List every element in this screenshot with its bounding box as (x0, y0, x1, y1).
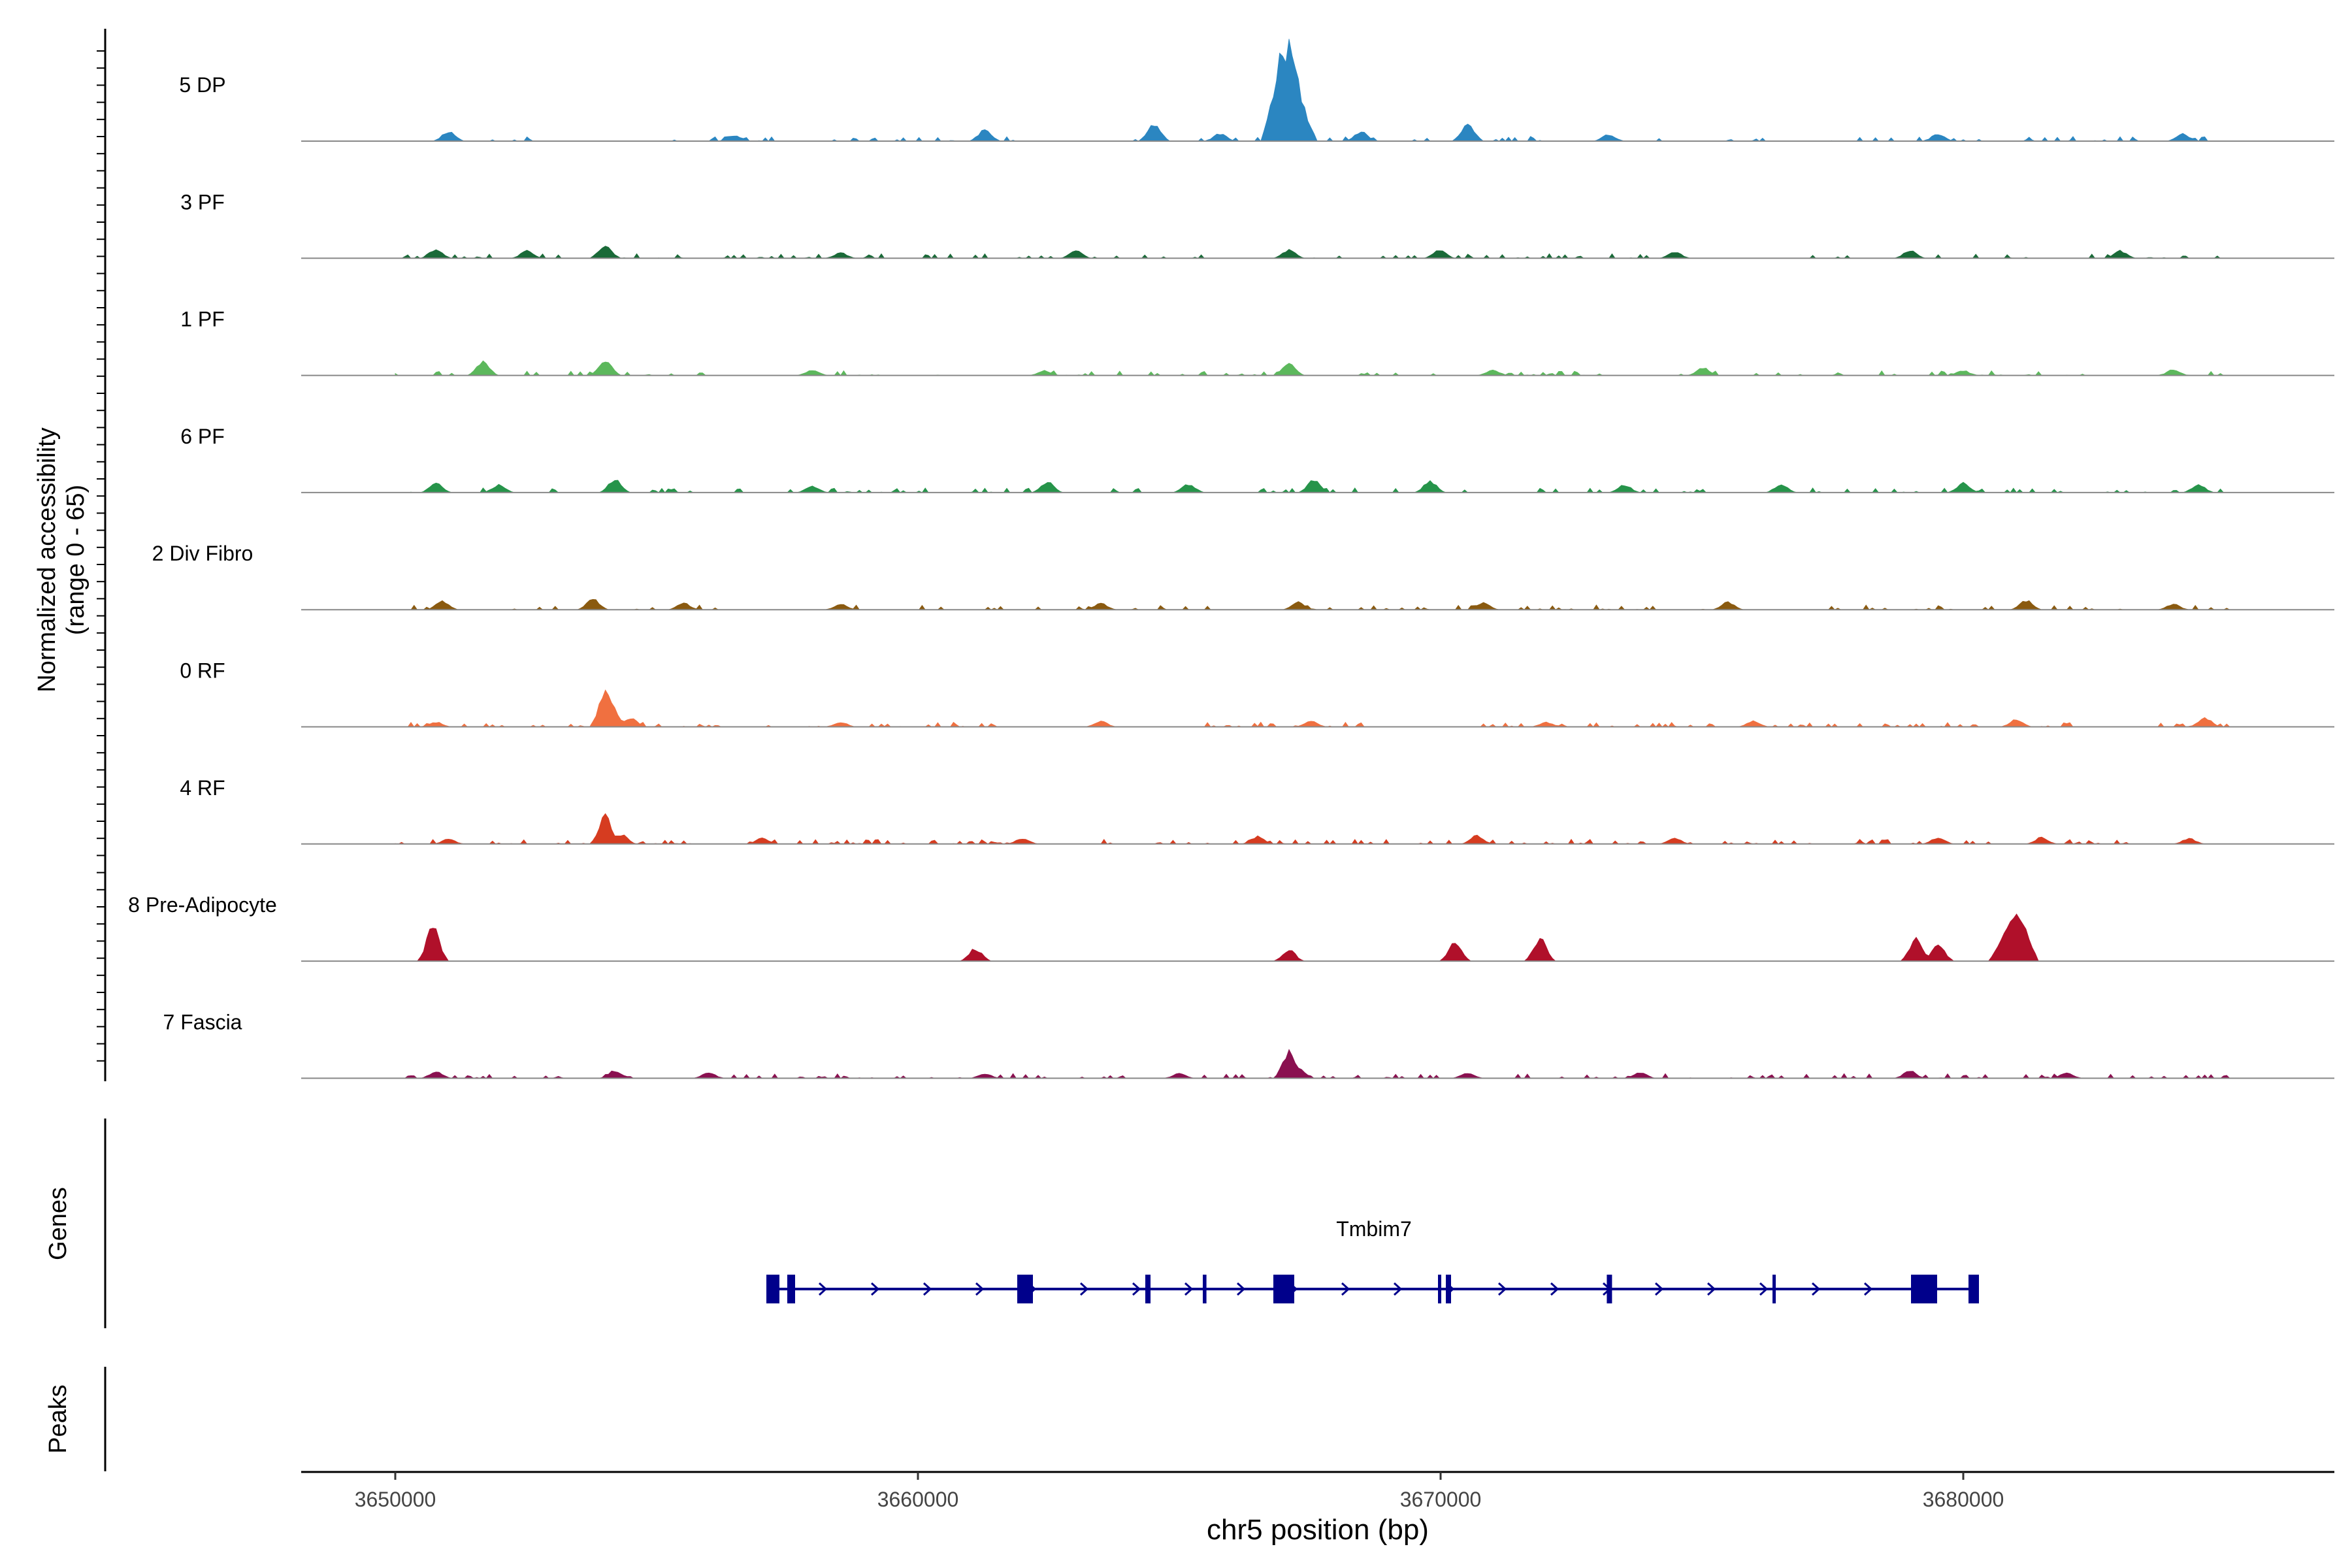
exon (1607, 1275, 1612, 1303)
strand-arrow (1079, 1282, 1089, 1296)
exon (787, 1275, 795, 1303)
strand-arrow (975, 1282, 985, 1296)
coverage-area (395, 246, 2233, 259)
coverage-area (395, 598, 2233, 610)
peaks-panel-label: Peaks (44, 1384, 72, 1454)
genes-panel-label: Genes (44, 1187, 72, 1260)
coverage-y-ticks (97, 50, 105, 1062)
track-6: 4 RF (180, 776, 2334, 845)
coverage-area (395, 913, 2233, 962)
track-label: 5 DP (179, 73, 225, 97)
track-label: 1 PF (180, 308, 225, 331)
coverage-area (395, 360, 2233, 376)
strand-arrow (1863, 1282, 1873, 1296)
coverage-area (395, 39, 2233, 142)
strand-arrow (1707, 1282, 1716, 1296)
strand-arrow (1811, 1282, 1821, 1296)
track-7: 8 Pre-Adipocyte (128, 893, 2334, 962)
coverage-area (395, 813, 2233, 845)
strand-arrow (1236, 1282, 1246, 1296)
exon (1446, 1275, 1451, 1303)
coverage-tracks: 5 DP 3 PF 1 PF 6 PF 2 Div Fibro 0 RF 4 RF 8 Pre… (128, 39, 2334, 1079)
strand-arrow (1132, 1282, 1141, 1296)
coverage-area (395, 689, 2233, 728)
track-label: 6 PF (180, 425, 225, 448)
track-0: 5 DP (179, 39, 2334, 142)
strand-arrow (818, 1282, 828, 1296)
strand-arrow (1550, 1282, 1560, 1296)
track-1: 3 PF (180, 190, 2334, 259)
gene-model: Tmbim7 (766, 1217, 1979, 1303)
x-tick-label: 3650000 (355, 1488, 436, 1511)
strand-arrow (1341, 1282, 1350, 1296)
track-label: 8 Pre-Adipocyte (128, 893, 277, 917)
exon (766, 1275, 779, 1303)
gene-name: Tmbim7 (1336, 1217, 1412, 1241)
exon (1273, 1275, 1294, 1303)
y-axis-title-line1: Normalized accessibility (33, 427, 61, 692)
exon (1968, 1275, 1979, 1303)
track-3: 6 PF (180, 425, 2334, 493)
exon (1017, 1275, 1033, 1303)
coverage-area (395, 1049, 2233, 1079)
track-label: 0 RF (180, 659, 225, 683)
track-label: 2 Div Fibro (152, 542, 253, 565)
strand-arrow (1759, 1282, 1769, 1296)
x-axis-title: chr5 position (bp) (1207, 1514, 1429, 1546)
x-tick-label: 3660000 (877, 1488, 959, 1511)
track-label: 7 Fascia (163, 1010, 242, 1034)
track-label: 4 RF (180, 776, 225, 800)
track-2: 1 PF (180, 308, 2334, 376)
strand-arrow (923, 1282, 932, 1296)
track-5: 0 RF (180, 659, 2334, 728)
strand-arrow (1654, 1282, 1664, 1296)
y-axis-title-line2: (range 0 - 65) (62, 485, 90, 635)
strand-arrow (870, 1282, 880, 1296)
exon (1911, 1275, 1937, 1303)
x-tick-label: 3670000 (1400, 1488, 1482, 1511)
exon (1438, 1275, 1441, 1303)
exon (1145, 1275, 1151, 1303)
coverage-area (395, 480, 2233, 493)
track-label: 3 PF (180, 190, 225, 214)
strand-arrow (1393, 1282, 1403, 1296)
track-4: 2 Div Fibro (152, 542, 2334, 611)
strand-arrow (1184, 1282, 1194, 1296)
exon (1203, 1275, 1207, 1303)
strand-arrow (1497, 1282, 1507, 1296)
x-tick-label: 3680000 (1923, 1488, 2004, 1511)
x-axis-ticks: 3650000 3660000 3670000 3680000 (355, 1472, 2004, 1511)
track-8: 7 Fascia (163, 1010, 2334, 1079)
exon (1772, 1275, 1776, 1303)
